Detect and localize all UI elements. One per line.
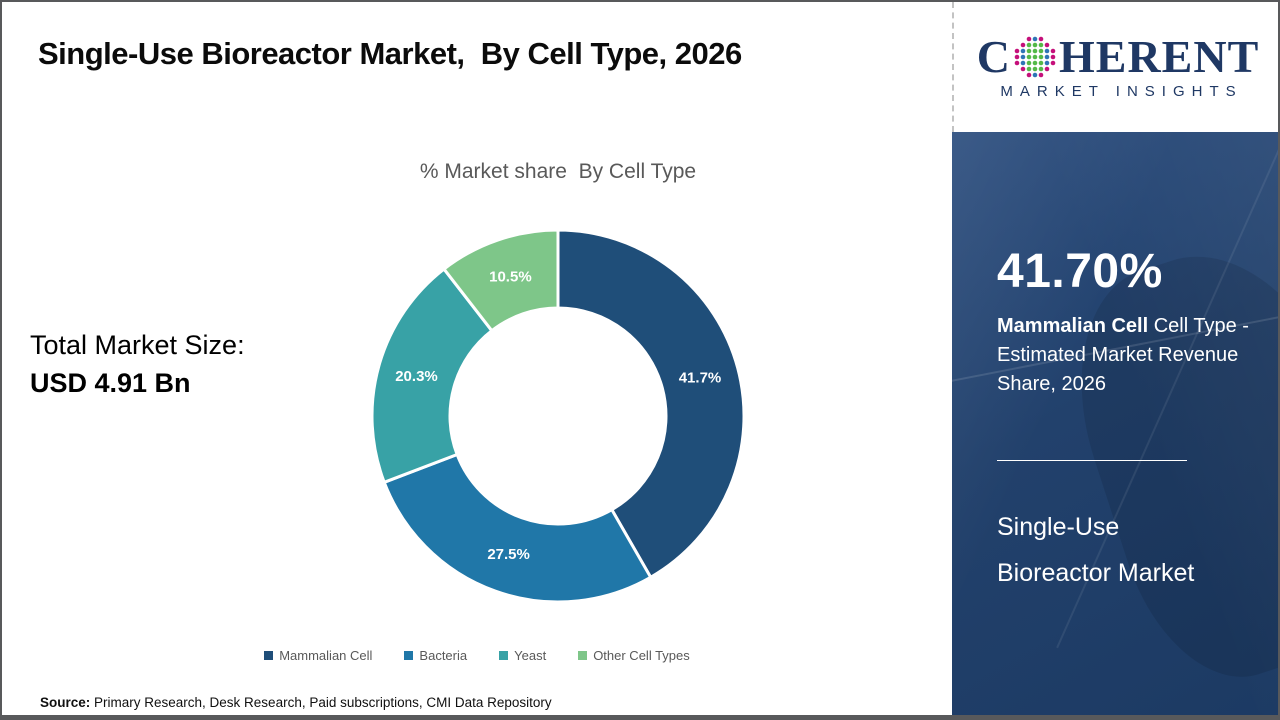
logo-word-start: C	[976, 31, 1011, 82]
chart-title: % Market share By Cell Type	[419, 160, 697, 183]
legend-item: Other Cell Types	[578, 648, 690, 663]
stat-segment-name: Mammalian Cell	[997, 315, 1149, 337]
donut-segment-other-cell-types	[441, 228, 560, 333]
legend-label: Other Cell Types	[593, 648, 690, 663]
legend-label: Mammalian Cell	[279, 648, 373, 663]
donut-label: 10.5%	[489, 268, 532, 285]
legend-swatch-icon	[264, 651, 274, 660]
sidebar-panel: 41.70% Mammalian Cell Cell Type - Estima…	[952, 132, 1278, 715]
logo-box: C HERENT	[952, 2, 1278, 132]
donut-label: 20.3%	[395, 368, 438, 385]
page-title: Single-Use Bioreactor Market, By Cell Ty…	[38, 36, 742, 71]
source-line: Source: Primary Research, Desk Research,…	[40, 695, 552, 710]
donut-segment-mammalian-cell	[556, 228, 746, 580]
legend-swatch-icon	[404, 651, 414, 660]
total-market-size-block: Total Market Size: USD 4.91 Bn	[30, 326, 245, 402]
headline-stat-value: 41.70%	[997, 245, 1163, 298]
total-market-size-value: USD 4.91 Bn	[30, 368, 191, 398]
stat-description-rest: Cell Type - Estimated Market Revenue Sha…	[997, 315, 1249, 395]
donut-label: 27.5%	[487, 546, 530, 563]
legend-item: Mammalian Cell	[264, 648, 372, 663]
source-text: Primary Research, Desk Research, Paid su…	[90, 695, 552, 710]
coherent-logo: C HERENT	[977, 34, 1260, 80]
logo-word-end: HERENT	[1058, 31, 1260, 82]
legend-label: Bacteria	[419, 648, 468, 663]
legend-item: Yeast	[499, 648, 546, 663]
source-label: Source:	[40, 695, 91, 710]
legend-label: Yeast	[514, 648, 547, 663]
legend-item: Bacteria	[404, 648, 467, 663]
sidebar-divider	[997, 460, 1187, 461]
donut-label: 41.7%	[679, 370, 722, 387]
logo-subtitle: MARKET INSIGHTS	[1000, 83, 1243, 100]
legend-swatch-icon	[499, 651, 509, 660]
donut-chart-container: 41.7% 27.5% 20.3% 10.5%	[358, 216, 758, 616]
donut-chart: 41.7% 27.5% 20.3% 10.5%	[370, 228, 746, 604]
chart-legend: Mammalian Cell Bacteria Yeast Other Cell Ty…	[2, 648, 952, 663]
coherent-globe-icon	[1014, 36, 1056, 78]
headline-stat-description: Mammalian Cell Cell Type - Estimated Mar…	[997, 312, 1261, 399]
total-market-size-label: Total Market Size:	[30, 330, 245, 360]
market-name: Single-Use Bioreactor Market	[997, 513, 1195, 587]
donut-segment-bacteria	[382, 452, 653, 604]
donut-segment-yeast	[370, 266, 494, 485]
legend-swatch-icon	[578, 651, 588, 660]
